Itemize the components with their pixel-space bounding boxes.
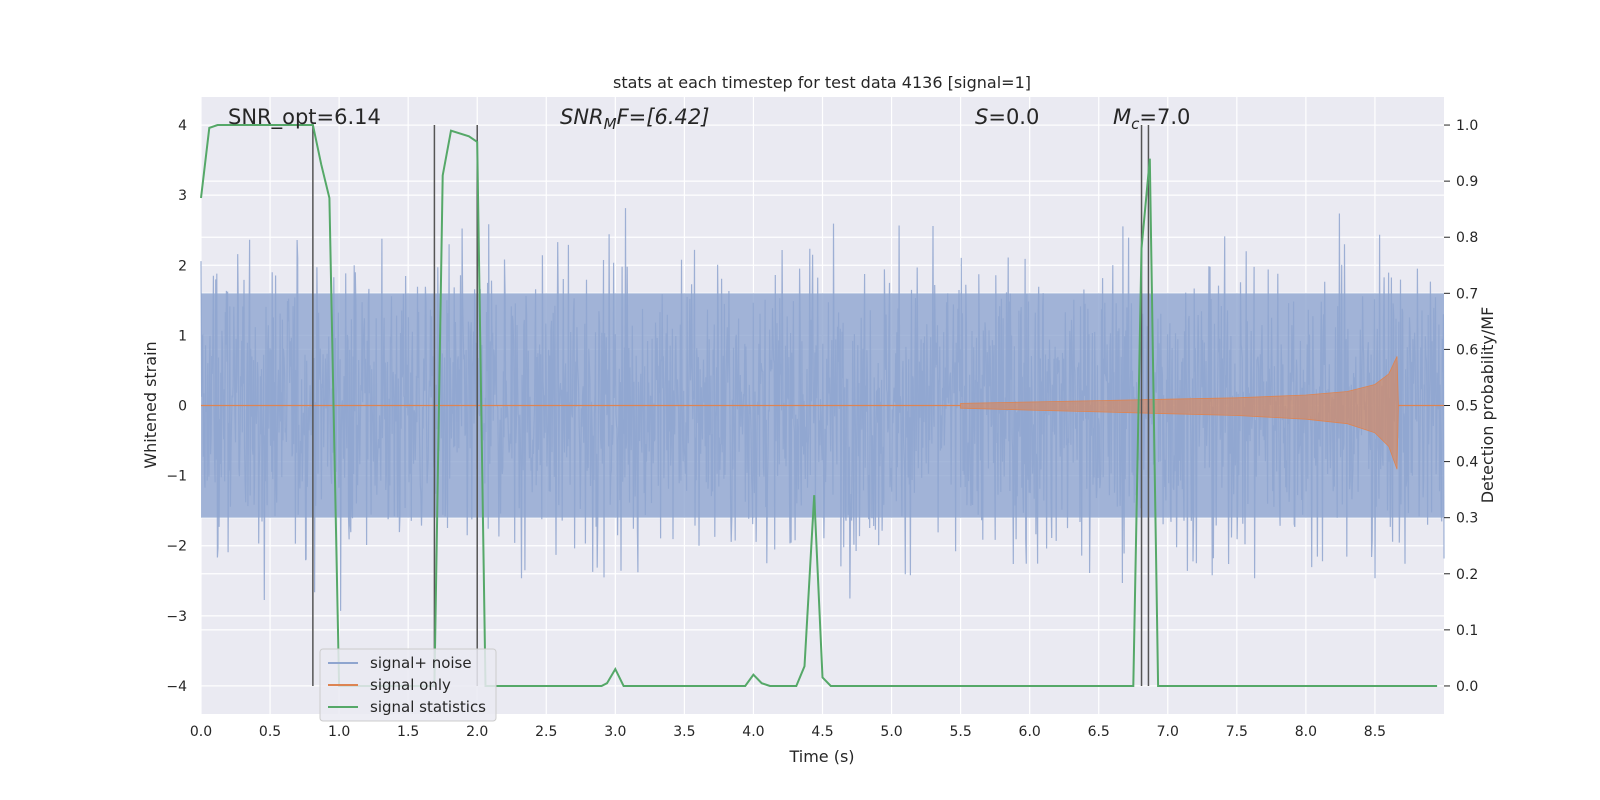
- x-tick-17: 8.5: [1364, 724, 1386, 740]
- legend-box: [319, 648, 497, 722]
- yr-tick-0: 1.0: [1456, 118, 1478, 134]
- snr-mf-main: SNR: [560, 105, 604, 129]
- yr-tick-10: 0.0: [1456, 679, 1478, 695]
- mc-main: M: [1113, 105, 1131, 129]
- s-rest: =0.0: [988, 105, 1039, 129]
- signal-envelope: [960, 356, 1399, 470]
- yr-tick-7: 0.3: [1456, 511, 1478, 527]
- annotation-snr-opt: SNR_opt=6.14: [228, 105, 381, 130]
- snr-mf-rest: F=[6.42]: [617, 105, 710, 129]
- mc-rest: =7.0: [1139, 105, 1190, 129]
- y-tick-5: −1: [166, 469, 187, 485]
- y-tick-3: 1: [178, 328, 187, 344]
- s-main: S: [975, 105, 988, 129]
- snr-mf-sub: M: [604, 115, 617, 133]
- x-tick-11: 5.5: [949, 724, 971, 740]
- series-signal-only: [201, 356, 1444, 470]
- x-tick-15: 7.5: [1226, 724, 1248, 740]
- y-right-axis-label: Detection probability/MF: [1478, 307, 1497, 504]
- x-tick-5: 2.5: [535, 724, 557, 740]
- y-tick-7: −3: [166, 609, 187, 625]
- x-axis-label: Time (s): [788, 747, 854, 766]
- yr-tick-5: 0.5: [1456, 399, 1478, 415]
- legend: signal+ noise signal only signal statist…: [319, 648, 497, 722]
- annotation-mc: Mc=7.0: [1113, 105, 1190, 133]
- y-right-tick-labels: 1.0 0.9 0.8 0.7 0.6 0.5 0.4 0.3 0.2 0.1 0.0: [1444, 118, 1478, 695]
- y-tick-0: 4: [178, 118, 187, 134]
- y-tick-labels: 4 3 2 1 0 −1 −2 −3 −4: [166, 118, 187, 695]
- x-tick-4: 2.0: [466, 724, 488, 740]
- x-tick-0: 0.0: [190, 724, 212, 740]
- vertical-lines: [312, 125, 1150, 686]
- yr-tick-1: 0.9: [1456, 174, 1478, 190]
- yr-tick-6: 0.4: [1456, 455, 1478, 471]
- yr-tick-2: 0.8: [1456, 230, 1478, 246]
- legend-label-signal: signal only: [370, 676, 451, 694]
- x-tick-13: 6.5: [1088, 724, 1110, 740]
- chart-title: stats at each timestep for test data 413…: [613, 73, 1031, 92]
- yr-tick-3: 0.7: [1456, 286, 1478, 302]
- y-tick-4: 0: [178, 399, 187, 415]
- annotation-s: S=0.0: [975, 105, 1039, 129]
- legend-label-noise: signal+ noise: [370, 654, 472, 672]
- yr-tick-4: 0.6: [1456, 342, 1478, 358]
- legend-label-stats: signal statistics: [370, 698, 486, 716]
- stats-line: [200, 124, 1438, 687]
- y-tick-8: −4: [166, 679, 187, 695]
- x-tick-7: 3.5: [673, 724, 695, 740]
- y-axis-label: Whitened strain: [141, 341, 160, 468]
- x-tick-6: 3.0: [604, 724, 626, 740]
- x-tick-2: 1.0: [328, 724, 350, 740]
- y-tick-2: 2: [178, 258, 187, 274]
- x-tick-16: 8.0: [1295, 724, 1317, 740]
- yr-tick-9: 0.1: [1456, 623, 1478, 639]
- x-tick-14: 7.0: [1157, 724, 1179, 740]
- x-tick-10: 5.0: [880, 724, 902, 740]
- x-tick-9: 4.5: [811, 724, 833, 740]
- yr-tick-8: 0.2: [1456, 567, 1478, 583]
- mc-sub: c: [1131, 115, 1140, 133]
- x-tick-labels: 0.0 0.5 1.0 1.5 2.0 2.5 3.0 3.5 4.0 4.5 5.0 5.5 6.0 6…: [190, 724, 1386, 740]
- x-tick-8: 4.0: [742, 724, 764, 740]
- y-tick-1: 3: [178, 188, 187, 204]
- x-tick-3: 1.5: [397, 724, 419, 740]
- x-tick-12: 6.0: [1019, 724, 1041, 740]
- annotation-snr-mf: SNRMF=[6.42]: [560, 105, 709, 133]
- y-tick-6: −2: [166, 539, 187, 555]
- series-signal-statistics: [200, 124, 1438, 687]
- x-tick-1: 0.5: [259, 724, 281, 740]
